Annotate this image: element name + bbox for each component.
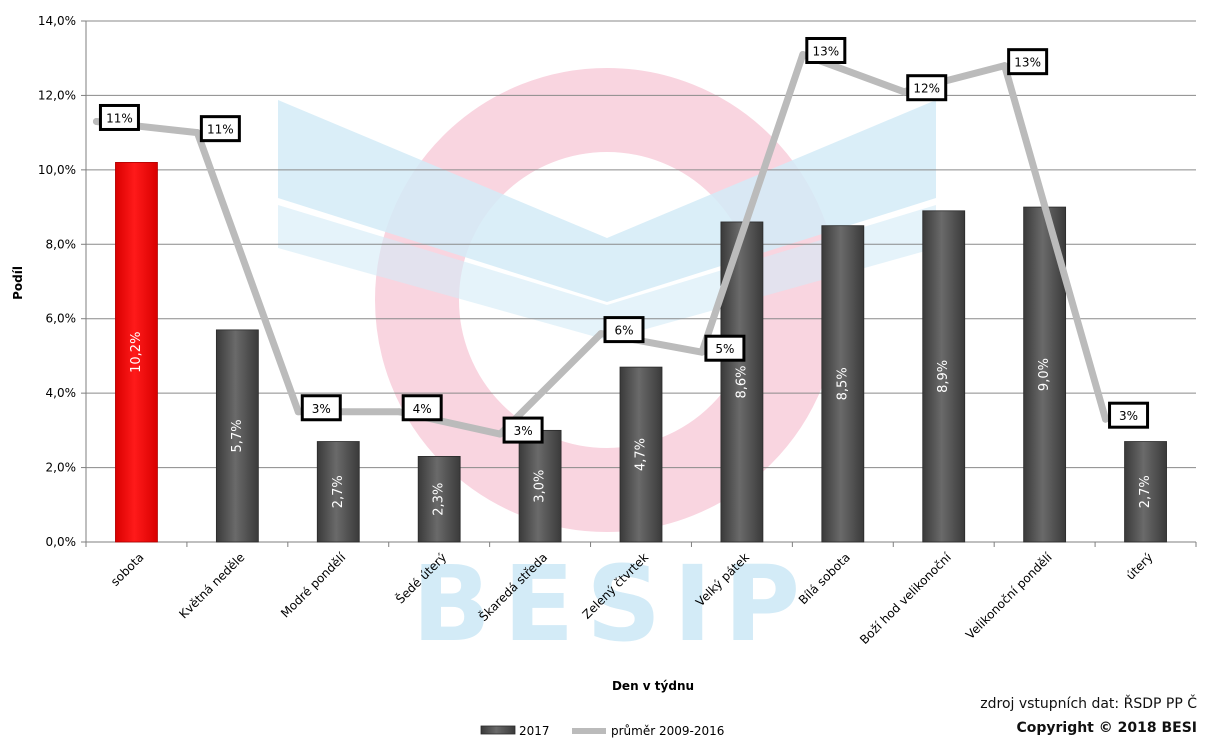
- bar: [417, 456, 461, 543]
- copyright-note: Copyright © 2018 BESI: [1016, 720, 1197, 736]
- legend-line-label: průměr 2009-2016: [611, 724, 724, 738]
- svg-text:11%: 11%: [106, 111, 133, 125]
- bar-data-label: 9,0%: [1037, 358, 1052, 391]
- bar-data-label: 2,7%: [1138, 475, 1153, 508]
- x-tick-label: Květná neděle: [176, 550, 247, 621]
- line-data-label: 3%: [502, 416, 544, 444]
- bar-data-label: 3,0%: [533, 470, 548, 503]
- watermark-chevron-lower: [278, 205, 936, 340]
- x-tick-label: úterý: [1123, 550, 1155, 582]
- bar-data-label: 2,3%: [432, 483, 447, 516]
- legend-bar-label: 2017: [519, 724, 550, 738]
- line-point: [193, 129, 201, 137]
- x-axis-title: Den v týdnu: [612, 679, 694, 693]
- line-point: [597, 330, 605, 338]
- bar-data-label: 8,5%: [835, 367, 850, 400]
- svg-text:3%: 3%: [514, 424, 533, 438]
- svg-text:13%: 13%: [812, 44, 839, 58]
- line-point: [496, 430, 504, 438]
- svg-text:3%: 3%: [312, 402, 331, 416]
- line-point: [698, 348, 706, 356]
- bar-data-label: 5,7%: [230, 419, 245, 452]
- line-point: [395, 408, 403, 416]
- line-data-label: 12%: [906, 74, 948, 102]
- line-data-label: 5%: [704, 334, 746, 362]
- line-point: [294, 408, 302, 416]
- svg-text:4%: 4%: [413, 402, 432, 416]
- line-data-label: 11%: [98, 103, 140, 131]
- watermark-text: BESIP: [412, 543, 812, 665]
- line-point: [900, 88, 908, 96]
- data-source-note: zdroj vstupních dat: ŘSDP PP Č: [980, 696, 1197, 712]
- svg-text:11%: 11%: [207, 123, 234, 137]
- y-tick-label: 10,0%: [38, 163, 76, 177]
- line-point: [799, 50, 807, 58]
- legend: 2017 průměr 2009-2016: [480, 724, 724, 738]
- bar: [619, 366, 663, 543]
- bar: [1124, 441, 1167, 543]
- line-point: [1102, 415, 1110, 423]
- svg-text:5%: 5%: [715, 342, 734, 356]
- y-tick-label: 4,0%: [46, 386, 77, 400]
- y-axis-title: Podíl: [11, 266, 25, 300]
- x-tick-label: sobota: [108, 550, 147, 589]
- besip-watermark: BESIP: [278, 68, 936, 665]
- bar: [316, 441, 360, 543]
- watermark-chevron: [278, 100, 936, 302]
- bar: [115, 162, 158, 543]
- line-data-label: 3%: [300, 394, 342, 422]
- line-data-label: 3%: [1108, 401, 1150, 429]
- bar-data-label: 4,7%: [634, 438, 649, 471]
- line-data-label: 11%: [199, 115, 241, 143]
- bar: [821, 225, 865, 543]
- x-tick-label: Boží hod velikonoční: [857, 550, 954, 647]
- bar: [518, 429, 562, 543]
- svg-text:3%: 3%: [1119, 409, 1138, 423]
- bar-data-label: 2,7%: [331, 475, 346, 508]
- line-point: [1001, 62, 1009, 70]
- y-tick-label: 2,0%: [46, 461, 77, 475]
- line-data-labels: 11% 11% 3% 4% 3% 6% 5% 13% 12% 13% 3%: [98, 36, 1150, 444]
- y-tick-label: 0,0%: [46, 535, 77, 549]
- line-data-label: 13%: [1007, 48, 1049, 76]
- bar: [215, 329, 259, 543]
- line-data-label: 13%: [805, 36, 847, 64]
- bar-data-labels: 10,2% 5,7% 2,7% 2,3% 3,0% 4,7% 8,6% 8,5% 8,9% 9,0…: [129, 332, 1153, 516]
- line-point: [92, 117, 100, 125]
- x-tick-label: Modré pondělí: [278, 550, 349, 621]
- svg-text:13%: 13%: [1014, 56, 1041, 70]
- svg-text:6%: 6%: [614, 324, 633, 338]
- x-tick-label: Velikonoční pondělí: [963, 550, 1055, 642]
- legend-bar-swatch: [480, 725, 516, 735]
- y-axis-ticks: 0,0% 2,0% 4,0% 6,0% 8,0% 10,0% 12,0% 14,0%: [38, 14, 76, 549]
- bar: [922, 210, 966, 543]
- bar-data-label: 10,2%: [129, 332, 144, 373]
- y-tick-label: 14,0%: [38, 14, 76, 28]
- y-tick-label: 12,0%: [38, 88, 76, 102]
- bar-data-label: 8,6%: [734, 365, 749, 398]
- bar-series-2017: [115, 162, 1167, 543]
- watermark-ring: [375, 68, 839, 532]
- line-data-label: 4%: [401, 394, 443, 422]
- svg-text:12%: 12%: [913, 82, 940, 96]
- y-tick-label: 6,0%: [46, 312, 77, 326]
- bar-data-label: 8,9%: [936, 360, 951, 393]
- line-data-label: 6%: [603, 316, 645, 344]
- y-tick-label: 8,0%: [46, 237, 77, 251]
